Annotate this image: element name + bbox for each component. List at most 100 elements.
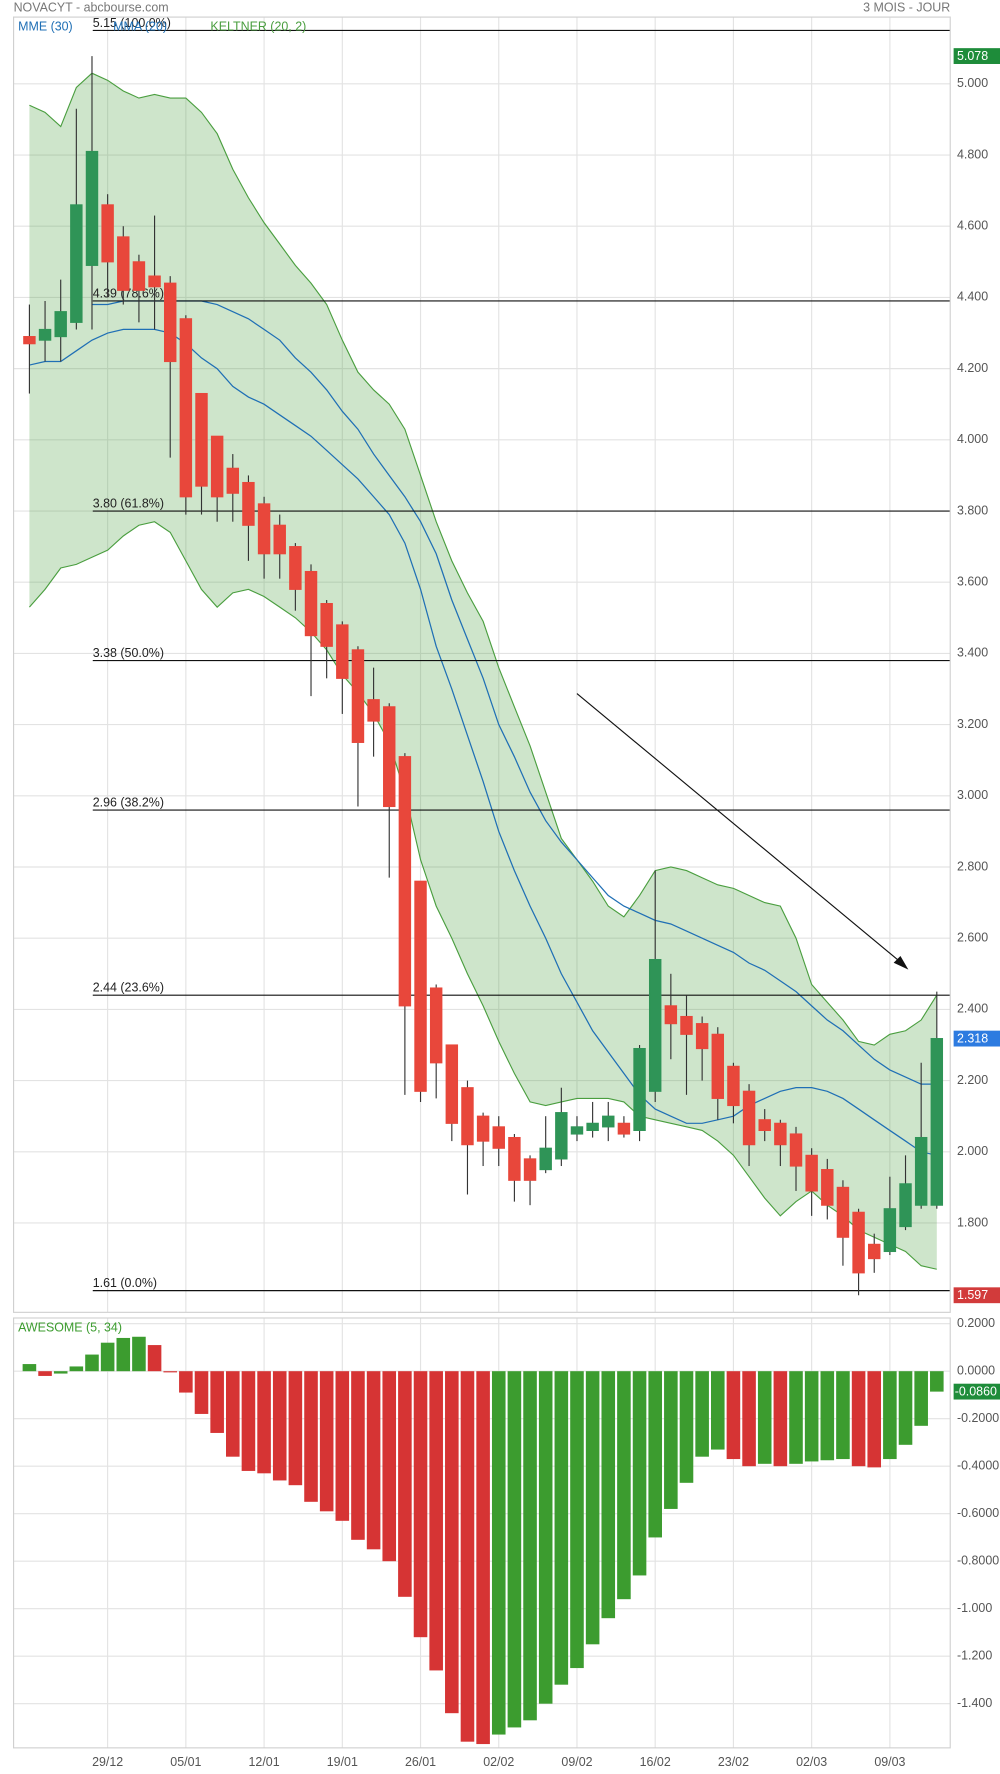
candle-body [664, 1005, 678, 1025]
y-tick-label: 3.800 [957, 503, 988, 517]
candle-body [289, 546, 302, 590]
candle-body [602, 1115, 615, 1128]
oscillator-bar [695, 1371, 709, 1457]
oscillator-bar [757, 1371, 772, 1464]
fibonacci-levels: 5.15 (100.0%) 4.39 (78.6%) 3.80 (61.8%) 3.3… [93, 16, 951, 1292]
oscillator-bar [272, 1371, 287, 1481]
oscillator-bar [53, 1371, 68, 1374]
candle-body [117, 236, 130, 291]
fib-label: 1.61 (0.0%) [93, 1276, 157, 1290]
oscillator-bar [476, 1371, 490, 1745]
oscillator-title: AWESOME (5, 34) [18, 1320, 122, 1334]
y-tick-label: -0.2000 [957, 1411, 999, 1425]
y-tick-label: 2.000 [957, 1144, 988, 1158]
oscillator-bar [335, 1371, 350, 1521]
candle-body [883, 1208, 897, 1253]
candle-body [914, 1136, 928, 1206]
candle-body [617, 1122, 631, 1135]
candle-body [836, 1186, 850, 1238]
fib-label: 3.38 (50.0%) [93, 646, 164, 660]
price-badge-label: 5.078 [957, 49, 988, 63]
candle-body [132, 261, 146, 291]
oscillator-bar [366, 1371, 381, 1550]
candle-body [680, 1015, 693, 1035]
oscillator-bar [617, 1371, 631, 1600]
oscillator-bar [883, 1371, 897, 1460]
y-tick-label: 2.400 [957, 1002, 988, 1016]
x-tick-label: 12/01 [249, 1755, 280, 1769]
x-tick-label: 02/02 [483, 1755, 514, 1769]
y-tick-label: -1.000 [957, 1601, 992, 1615]
candle-body [523, 1158, 537, 1181]
x-tick-label: 05/01 [170, 1755, 201, 1769]
oscillator-bar [523, 1371, 537, 1721]
candle-body [586, 1122, 599, 1131]
y-tick-label: 3.200 [957, 717, 988, 731]
oscillator-bar [398, 1371, 412, 1597]
oscillator-bar [413, 1371, 428, 1638]
keltner-lower [28, 521, 937, 1270]
oscillator-bar [867, 1371, 882, 1468]
candle-body [461, 1087, 474, 1146]
price-badge [953, 48, 1000, 64]
candle-body [648, 958, 662, 1092]
candle-body [38, 328, 52, 341]
candle-body [226, 467, 240, 494]
candle-body [758, 1119, 771, 1131]
candle-body [570, 1126, 584, 1135]
moving-average [91, 300, 937, 1085]
oscillator-bar [554, 1371, 569, 1685]
y-tick-label: 4.400 [957, 290, 988, 304]
candle-body [789, 1133, 803, 1167]
oscillator-bar [445, 1371, 459, 1714]
candle-body [101, 204, 114, 263]
y-tick-label: 2.800 [957, 859, 988, 873]
oscillator-bar [930, 1371, 944, 1392]
oscillator-bar [789, 1371, 803, 1464]
y-tick-label: 4.000 [957, 432, 988, 446]
y-tick-label: 3.400 [957, 646, 988, 660]
y-tick-label: 3.000 [957, 788, 988, 802]
candle-body [398, 756, 412, 1007]
candle-body [54, 311, 67, 338]
fib-label: 5.15 (100.0%) [93, 16, 171, 30]
candle-body [476, 1115, 490, 1142]
y-tick-label: 2.600 [957, 930, 988, 944]
candle-body [85, 150, 99, 266]
candle-body [195, 392, 208, 487]
arrow-head [893, 956, 909, 970]
oscillator-bar [664, 1371, 678, 1509]
y-tick-label: -1.200 [957, 1648, 992, 1662]
x-tick-label: 23/02 [718, 1755, 749, 1769]
legend-entry: KELTNER (20, 2) [210, 20, 306, 34]
oscillator-bar [820, 1371, 835, 1461]
y-tick-label: -1.400 [957, 1696, 992, 1710]
oscillator-bar [585, 1371, 600, 1645]
candle-body [383, 706, 396, 808]
value-badge [953, 1383, 1000, 1400]
fib-label: 2.44 (23.6%) [93, 981, 164, 995]
y-tick-label: 4.200 [957, 361, 988, 375]
candle-body [429, 987, 443, 1064]
oscillator-bar [147, 1345, 162, 1372]
candle-body [273, 524, 286, 555]
oscillator-bar [179, 1371, 193, 1393]
keltner-upper [29, 72, 938, 1046]
oscillator-bar [726, 1371, 741, 1460]
y-tick-label: 1.800 [957, 1215, 988, 1229]
candle-body [445, 1044, 459, 1124]
oscillator-bar [773, 1371, 788, 1467]
x-tick-label: 16/02 [640, 1755, 671, 1769]
candle-body [930, 1038, 944, 1206]
oscillator-bar [460, 1371, 475, 1742]
x-tick-label: 29/12 [92, 1755, 123, 1769]
candle-body [695, 1023, 709, 1050]
oscillator-bar [679, 1371, 694, 1483]
oscillator-bar [382, 1371, 397, 1562]
oscillator-bar [898, 1371, 913, 1445]
oscillator-bar [507, 1371, 522, 1728]
price-panel [13, 16, 951, 1313]
oscillator-bar [85, 1354, 99, 1372]
price-badge-label: 2.318 [957, 1031, 988, 1045]
x-tick-label: 26/01 [405, 1755, 436, 1769]
